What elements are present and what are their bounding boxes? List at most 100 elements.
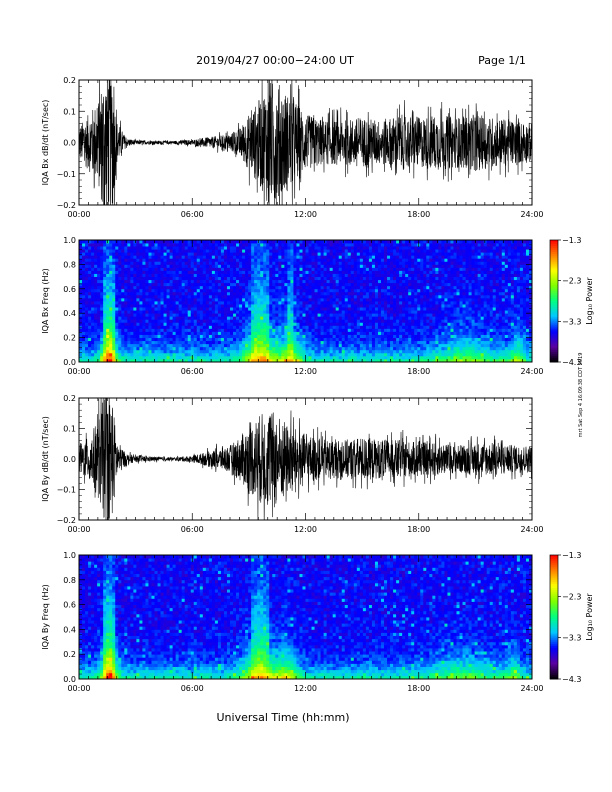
- spectrogram-cell: [371, 307, 376, 311]
- spectrogram-cell: [88, 282, 92, 287]
- spectrogram-cell: [302, 252, 306, 256]
- spectrogram-cell: [151, 355, 155, 360]
- spectrogram-cell: [242, 331, 246, 335]
- spectrogram-cell: [341, 310, 346, 314]
- spectrogram-cell: [347, 352, 352, 357]
- spectrogram-cell: [405, 276, 409, 281]
- spectrogram-cell: [414, 331, 418, 335]
- spectrogram-cell: [139, 316, 143, 320]
- spectrogram-cell: [314, 282, 318, 287]
- spectrogram-cell: [435, 267, 439, 271]
- spectrogram-cell: [411, 304, 415, 308]
- spectrogram-cell: [175, 261, 180, 265]
- spectrogram-cell: [377, 310, 382, 314]
- spectrogram-cell: [432, 349, 436, 354]
- spectrogram-cell: [263, 343, 267, 348]
- spectrogram-cell: [211, 285, 216, 290]
- spectrogram-cell: [175, 355, 180, 360]
- spectrogram-cell: [335, 276, 340, 281]
- spectrogram-cell: [236, 246, 240, 250]
- spectrogram-cell: [205, 291, 210, 296]
- spectrogram-cell: [374, 243, 379, 247]
- spectrogram-cell: [208, 297, 213, 302]
- spectrogram-cell: [302, 331, 306, 335]
- spectrogram-cell: [199, 276, 204, 281]
- spectrogram-cell: [374, 322, 379, 326]
- spectrogram-cell: [332, 328, 337, 332]
- spectrogram-cell: [296, 267, 300, 271]
- spectrogram-cell: [133, 246, 137, 250]
- spectrogram-cell: [287, 291, 291, 296]
- spectrogram-cell: [441, 291, 445, 296]
- spectrogram-cell: [199, 337, 204, 342]
- spectrogram-cell: [187, 322, 192, 326]
- spectrogram-cell: [296, 325, 300, 329]
- spectrogram-cell: [299, 297, 303, 302]
- spectrogram-cell: [214, 337, 219, 342]
- spectrogram-cell: [217, 301, 222, 305]
- spectrogram-cell: [187, 291, 192, 296]
- spectrogram-cell: [368, 255, 373, 259]
- spectrogram-cell: [441, 267, 445, 271]
- spectrogram-cell: [396, 285, 400, 290]
- spectrogram-cell: [136, 258, 140, 262]
- spectrogram-cell: [245, 270, 249, 274]
- spectrogram-cell: [142, 331, 146, 335]
- spectrogram-cell: [387, 297, 391, 302]
- spectrogram-cell: [205, 316, 210, 320]
- spectrogram-cell: [332, 297, 337, 302]
- spectrogram-cell: [211, 249, 216, 253]
- spectrogram-cell: [384, 267, 388, 271]
- spectrogram-cell: [118, 322, 122, 326]
- spectrogram-cell: [199, 258, 204, 262]
- spectrogram-cell: [387, 252, 391, 256]
- spectrogram-cell: [438, 358, 442, 363]
- spectrogram-cell: [217, 325, 222, 329]
- spectrogram-cell: [127, 240, 131, 244]
- spectrogram-cell: [115, 267, 119, 271]
- spectrogram-cell: [226, 337, 231, 342]
- spectrogram-cell: [314, 355, 318, 360]
- spectrogram-cell: [226, 304, 231, 308]
- spectrogram-cell: [91, 313, 95, 317]
- spectrogram-cell: [94, 307, 98, 311]
- spectrogram-cell: [190, 346, 195, 351]
- spectrogram-cell: [169, 328, 174, 332]
- spectrogram-cell: [402, 243, 406, 247]
- spectrogram-cell: [414, 288, 418, 293]
- spectrogram-cell: [314, 304, 318, 308]
- spectrogram-cell: [79, 355, 83, 360]
- spectrogram-cell: [405, 243, 409, 247]
- spectrogram-cell: [245, 240, 249, 244]
- spectrogram-cell: [269, 243, 273, 247]
- spectrogram-cell: [438, 322, 442, 326]
- spectrogram-cell: [414, 273, 418, 277]
- spectrogram-cell: [239, 349, 243, 354]
- spectrogram-cell: [230, 258, 234, 262]
- spectrogram-cell: [226, 358, 231, 363]
- spectrogram-cell: [326, 355, 331, 360]
- spectrogram-cell: [187, 255, 192, 259]
- spectrogram-cell: [374, 346, 379, 351]
- spectrogram-cell: [438, 331, 442, 335]
- spectrogram-cell: [402, 301, 406, 305]
- spectrogram-cell: [154, 282, 158, 287]
- spectrogram-cell: [175, 240, 180, 244]
- spectrogram-cell: [341, 322, 346, 326]
- spectrogram-cell: [214, 316, 219, 320]
- spectrogram-cell: [420, 301, 424, 305]
- spectrogram-cell: [299, 301, 303, 305]
- spectrogram-cell: [79, 297, 83, 302]
- spectrogram-cell: [217, 276, 222, 281]
- spectrogram-cell: [281, 258, 285, 262]
- spectrogram-cell: [314, 243, 318, 247]
- spectrogram-cell: [323, 307, 328, 311]
- spectrogram-cell: [365, 304, 370, 308]
- spectrogram-cell: [211, 325, 216, 329]
- spectrogram-cell: [100, 355, 104, 360]
- spectrogram-cell: [429, 249, 433, 253]
- spectrogram-cell: [426, 282, 430, 287]
- spectrogram-cell: [233, 255, 237, 259]
- spectrogram-cell: [226, 255, 231, 259]
- spectrogram-cell: [368, 355, 373, 360]
